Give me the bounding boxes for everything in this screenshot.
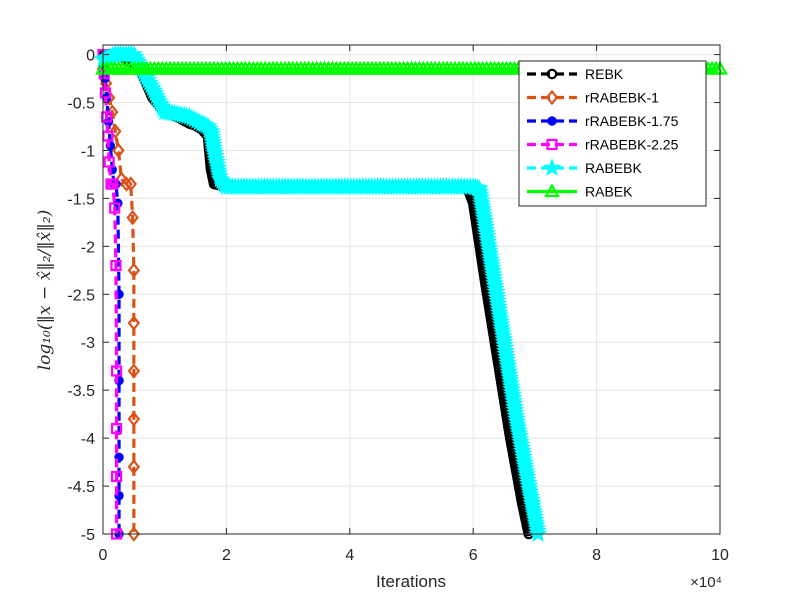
legend-label: RABEK — [585, 184, 633, 200]
data-point — [542, 158, 562, 176]
data-point — [109, 123, 122, 140]
legend-item: rRABEBK-2.25 — [527, 137, 679, 153]
y-tick-label: -2.5 — [67, 287, 95, 304]
y-tick-label: -5 — [81, 527, 95, 544]
data-point — [546, 68, 558, 80]
data-point — [112, 142, 125, 159]
x-tick-label: 8 — [592, 547, 601, 564]
x-axis-label: Iterations — [376, 572, 446, 591]
data-point — [107, 178, 119, 190]
data-point — [110, 470, 123, 483]
data-point — [110, 422, 123, 435]
plot-frame — [102, 44, 721, 535]
x-tick-label: 0 — [99, 547, 108, 564]
series-line — [101, 63, 121, 534]
data-point — [110, 259, 122, 272]
data-point — [103, 156, 115, 168]
y-tick-label: -4 — [81, 431, 95, 448]
data-point — [544, 183, 560, 198]
legend-item: rRABEBK-1.75 — [527, 113, 679, 129]
x-tick-label: 4 — [345, 547, 354, 564]
data-point — [127, 526, 141, 542]
data-point — [546, 138, 558, 151]
data-point — [127, 315, 141, 331]
data-point — [99, 87, 112, 99]
y-tick-label: -2 — [81, 239, 95, 256]
data-point — [101, 111, 113, 123]
legend-box — [518, 60, 707, 207]
data-point — [110, 365, 123, 377]
legend-item: rRABEBK-1 — [527, 90, 659, 106]
x-axis-exponent: ×10⁴ — [690, 574, 722, 591]
legend-label: RABEBK — [585, 160, 642, 176]
y-axis-label: log₁₀(‖x − x̂‖₂/‖x̂‖₂) — [35, 210, 55, 371]
axis-ticks: 0 2 4 6 8 10 0 -0.5 -1 -1.5 -2 -2.5 -3 -3.5 -4 -4.5 -5 — [67, 45, 729, 564]
data-point — [547, 116, 557, 126]
legend-label: rRABEBK-1 — [585, 90, 659, 106]
legend-label: rRABEBK-2.25 — [585, 137, 679, 153]
data-point — [127, 262, 141, 279]
data-point — [127, 363, 141, 379]
data-point — [109, 202, 121, 214]
x-tick-label: 10 — [711, 547, 729, 564]
data-point — [127, 411, 141, 427]
data-point — [545, 89, 559, 106]
legend-item: REBK — [527, 66, 624, 82]
x-tick-label: 2 — [222, 547, 231, 564]
series-rabebk — [93, 44, 548, 542]
legend-label: REBK — [585, 66, 624, 82]
data-point — [120, 176, 133, 192]
series-line — [101, 68, 136, 534]
series-layer — [93, 44, 728, 542]
legend-item: RABEK — [527, 183, 633, 200]
data-point — [528, 524, 548, 542]
y-tick-label: -3.5 — [67, 383, 95, 400]
y-tick-label: -1.5 — [67, 191, 95, 208]
data-point — [126, 209, 139, 226]
y-tick-label: -1 — [81, 143, 95, 160]
y-tick-label: -4.5 — [67, 479, 95, 496]
data-point — [124, 176, 137, 192]
y-tick-label: 0 — [86, 48, 95, 65]
y-tick-label: -3 — [81, 335, 95, 352]
y-tick-label: -0.5 — [67, 96, 95, 113]
x-tick-label: 6 — [469, 547, 478, 564]
legend-item: RABEBK — [527, 158, 642, 176]
data-point — [127, 459, 141, 475]
legend: REBK rRABEBK-1 rRABEBK-1.75 rRABEBK-2.25 RAB… — [518, 60, 707, 207]
legend-label: rRABEBK-1.75 — [585, 113, 679, 129]
